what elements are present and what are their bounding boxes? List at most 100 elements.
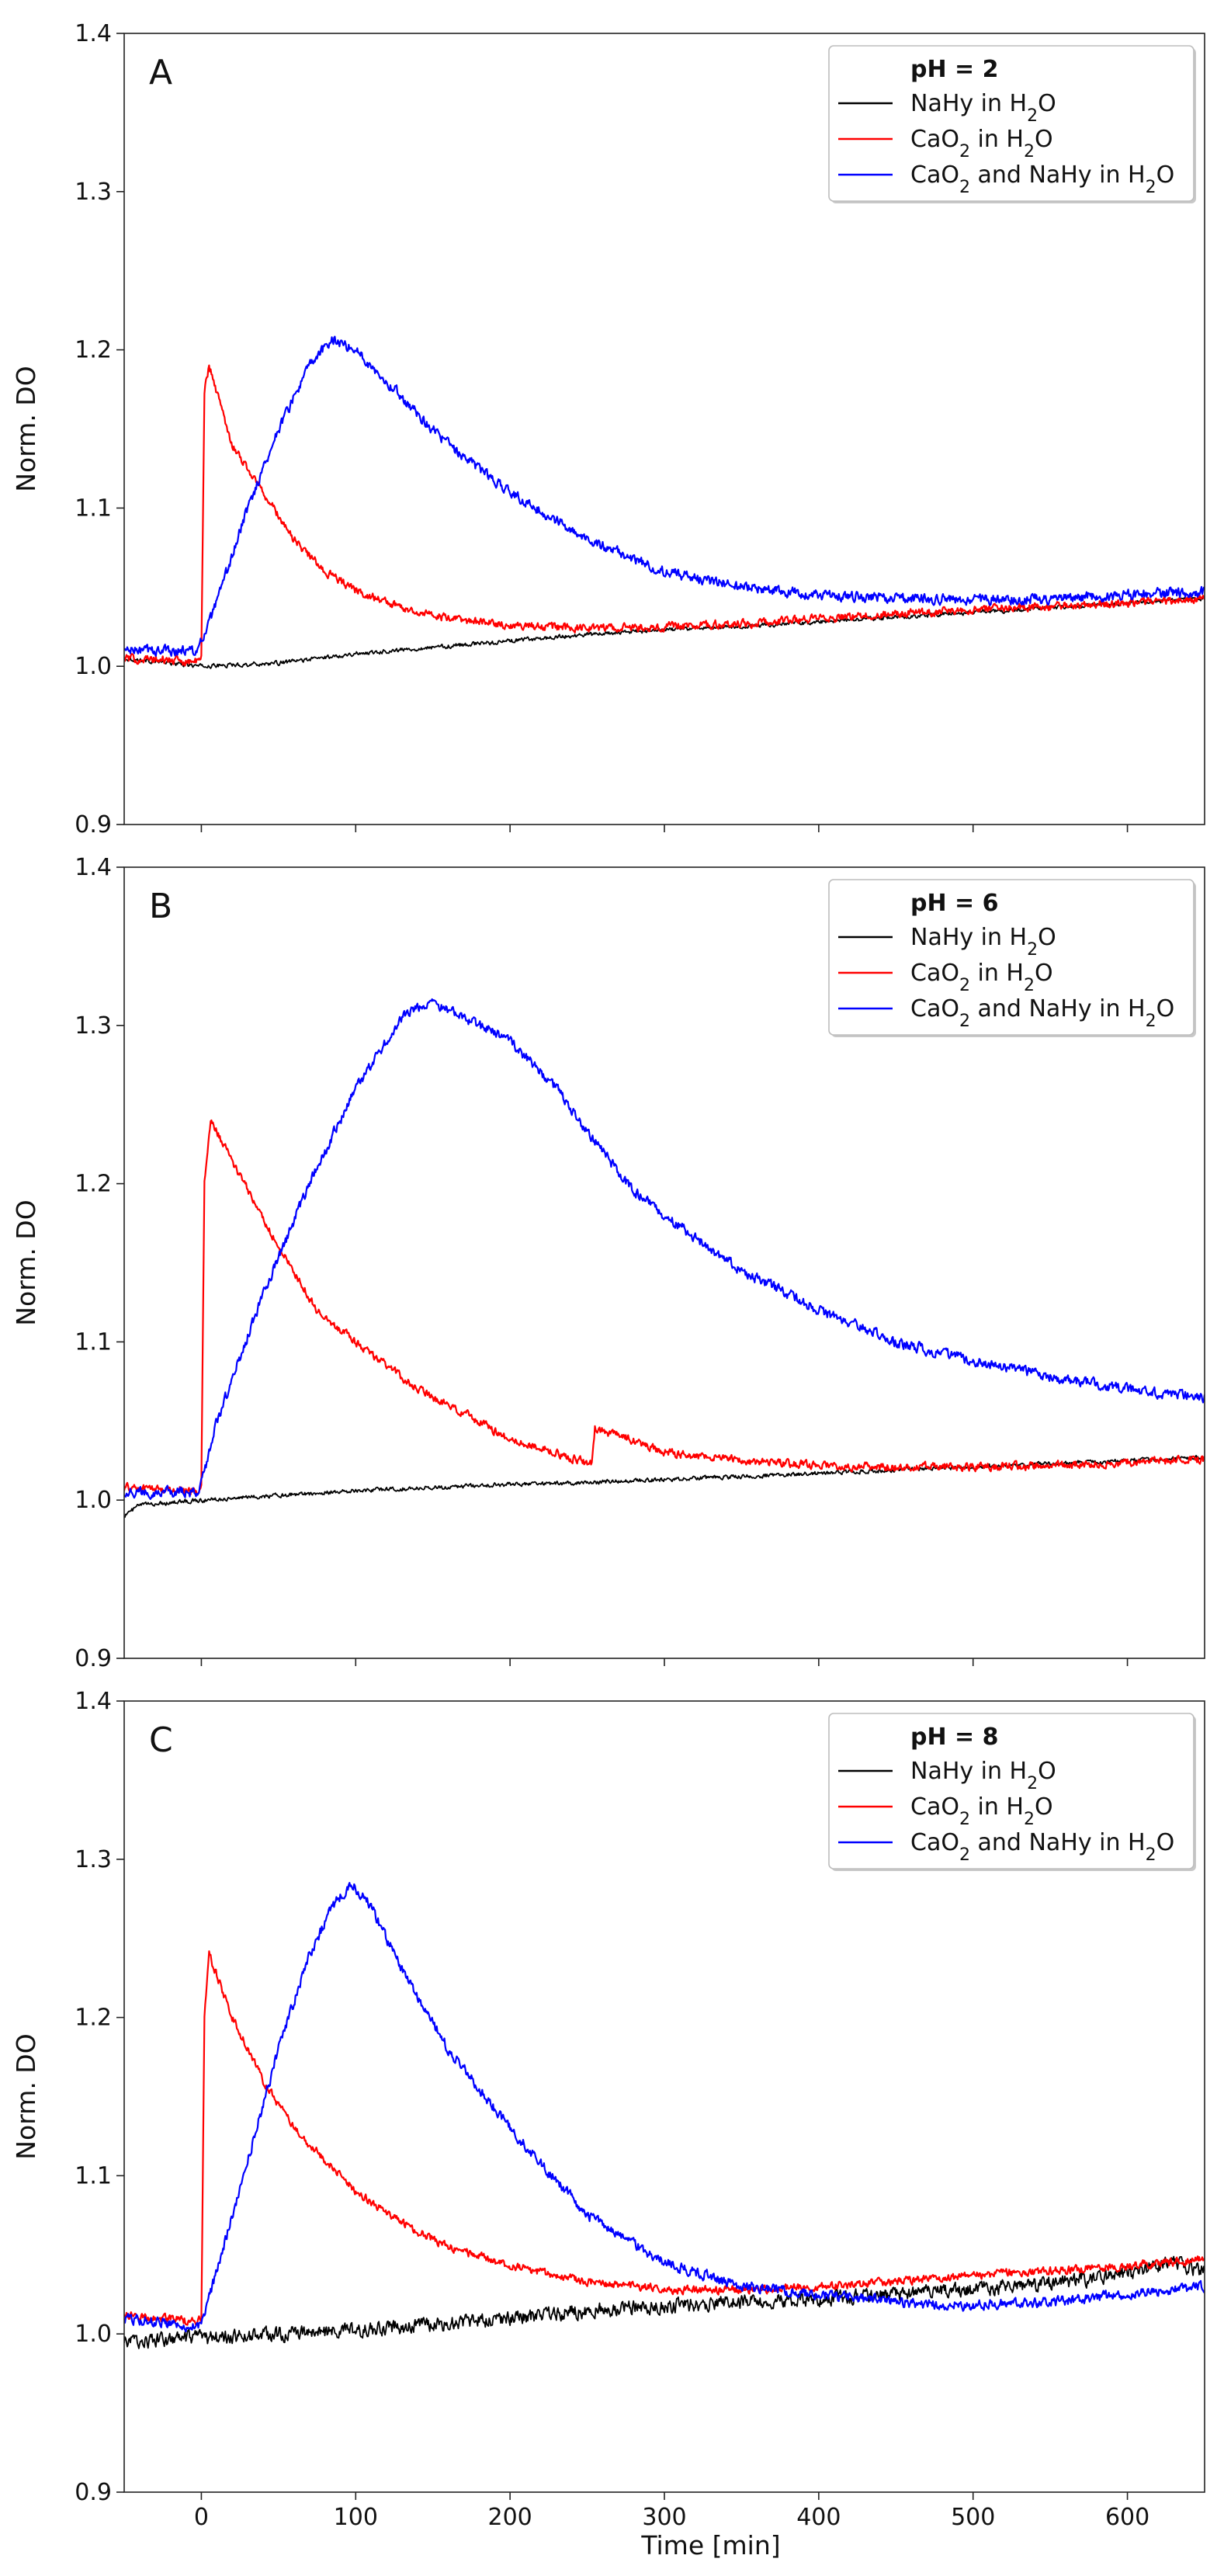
x-tick-label: 100 (334, 2504, 378, 2531)
legend-text-part: CaO (910, 960, 959, 987)
panel-b: 0.9 1.0 1.1 1.2 1.3 1.4 Norm. DO B pH = 6 NaHy in… (11, 854, 1205, 1672)
legend-subscript: 2 (959, 976, 970, 995)
legend-text-part: and NaHy in H (970, 161, 1146, 189)
legend-text-part: NaHy in H (910, 1758, 1027, 1785)
panel-label: A (149, 53, 172, 92)
legend-title: pH = 2 (910, 56, 998, 83)
legend-text-part: O (1156, 161, 1175, 189)
series-line-2 (124, 1950, 1205, 2326)
legend-subscript: 2 (1024, 1810, 1035, 1829)
legend-text-part: O (1038, 90, 1056, 117)
x-tick-label: 400 (796, 2504, 841, 2531)
legend-box (828, 1713, 1195, 1870)
legend-entry-label: NaHy in H2O (910, 90, 1056, 126)
legend-subscript: 2 (1146, 1012, 1156, 1031)
legend-text-part: O (1035, 960, 1053, 987)
legend-subscript: 2 (959, 142, 970, 161)
legend-text-part: O (1156, 1829, 1175, 1856)
legend-subscript: 2 (1027, 940, 1038, 960)
y-axis-label: Norm. DO (11, 1199, 41, 1325)
y-tick-label: 0.9 (75, 1645, 112, 1672)
x-tick-label: 600 (1105, 2504, 1149, 2531)
series-line-3 (124, 335, 1205, 657)
legend-box (828, 45, 1195, 202)
series-line-3 (124, 998, 1205, 1500)
legend-subscript: 2 (1027, 106, 1038, 126)
series-line-3 (124, 1882, 1205, 2333)
legend-subscript: 2 (959, 1810, 970, 1829)
x-tick-label: 500 (951, 2504, 995, 2531)
legend-title: pH = 6 (910, 890, 998, 917)
y-tick-label: 1.3 (75, 1846, 112, 1873)
legend-subscript: 2 (959, 1012, 970, 1031)
y-tick-label: 1.4 (75, 854, 112, 881)
y-tick-label: 1.2 (75, 2005, 112, 2032)
legend-title: pH = 8 (910, 1724, 998, 1751)
legend-entry-label: CaO2 and NaHy in H2O (910, 1829, 1174, 1865)
x-axis-label: Time [min] (640, 2530, 780, 2560)
legend-text-part: in H (970, 1793, 1024, 1821)
legend-subscript: 2 (959, 178, 970, 197)
legend-text-part: O (1156, 995, 1175, 1022)
x-tick-label: 0 (194, 2504, 209, 2531)
y-tick-label: 1.0 (75, 2321, 112, 2348)
legend-text-part: and NaHy in H (970, 1829, 1146, 1856)
legend-text-part: O (1038, 924, 1056, 951)
legend-subscript: 2 (1146, 1845, 1156, 1865)
series-group (124, 335, 1205, 669)
panel-c: 0.9 1.0 1.1 1.2 1.3 1.4 0 100 200 300 400 500 600 Nor… (11, 1688, 1205, 2560)
legend-entry-label: CaO2 in H2O (910, 960, 1053, 995)
x-tick-label: 200 (488, 2504, 532, 2531)
y-tick-label: 1.0 (75, 1487, 112, 1514)
legend-subscript: 2 (1024, 142, 1035, 161)
legend-subscript: 2 (1024, 976, 1035, 995)
y-axis-label: Norm. DO (11, 366, 41, 491)
legend-subscript: 2 (1027, 1774, 1038, 1793)
y-tick-label: 1.4 (75, 20, 112, 47)
series-group (124, 998, 1205, 1519)
panel-label: B (149, 887, 172, 926)
series-line-2 (124, 1119, 1205, 1496)
legend-text-part: CaO (910, 995, 959, 1022)
legend-text-part: CaO (910, 1793, 959, 1821)
panel-a: 0.9 1.0 1.1 1.2 1.3 1.4 Norm. DO A pH = 2 NaHy in… (11, 20, 1205, 838)
legend-text-part: CaO (910, 161, 959, 189)
legend-box (828, 879, 1195, 1036)
legend-entry-label: CaO2 and NaHy in H2O (910, 161, 1174, 197)
legend-text-part: and NaHy in H (970, 995, 1146, 1022)
legend-text-part: CaO (910, 126, 959, 153)
series-line-1 (124, 2255, 1205, 2349)
legend-entry-label: NaHy in H2O (910, 1758, 1056, 1793)
legend-entry-label: CaO2 and NaHy in H2O (910, 995, 1174, 1031)
legend-text-part: O (1035, 1793, 1053, 1821)
legend-text-part: CaO (910, 1829, 959, 1856)
y-tick-label: 1.2 (75, 337, 112, 364)
x-tick-label: 300 (642, 2504, 686, 2531)
legend-text-part: NaHy in H (910, 924, 1027, 951)
y-tick-label: 1.1 (75, 495, 112, 522)
legend-text-part: in H (970, 126, 1024, 153)
y-axis-label: Norm. DO (11, 2033, 41, 2159)
y-tick-label: 1.3 (75, 1012, 112, 1040)
y-tick-label: 1.2 (75, 1171, 112, 1198)
y-tick-label: 1.1 (75, 2162, 112, 2189)
series-line-2 (124, 364, 1205, 667)
y-tick-label: 0.9 (75, 811, 112, 838)
legend-entry-label: CaO2 in H2O (910, 1793, 1053, 1829)
y-tick-label: 1.1 (75, 1328, 112, 1356)
legend-text-part: O (1038, 1758, 1056, 1785)
legend-subscript: 2 (959, 1845, 970, 1865)
legend-entry-label: CaO2 in H2O (910, 126, 1053, 161)
legend-entry-label: NaHy in H2O (910, 924, 1056, 960)
y-tick-label: 0.9 (75, 2479, 112, 2506)
legend-text-part: NaHy in H (910, 90, 1027, 117)
legend-subscript: 2 (1146, 178, 1156, 197)
panel-label: C (149, 1720, 173, 1760)
y-tick-label: 1.4 (75, 1688, 112, 1715)
y-tick-label: 1.0 (75, 653, 112, 680)
